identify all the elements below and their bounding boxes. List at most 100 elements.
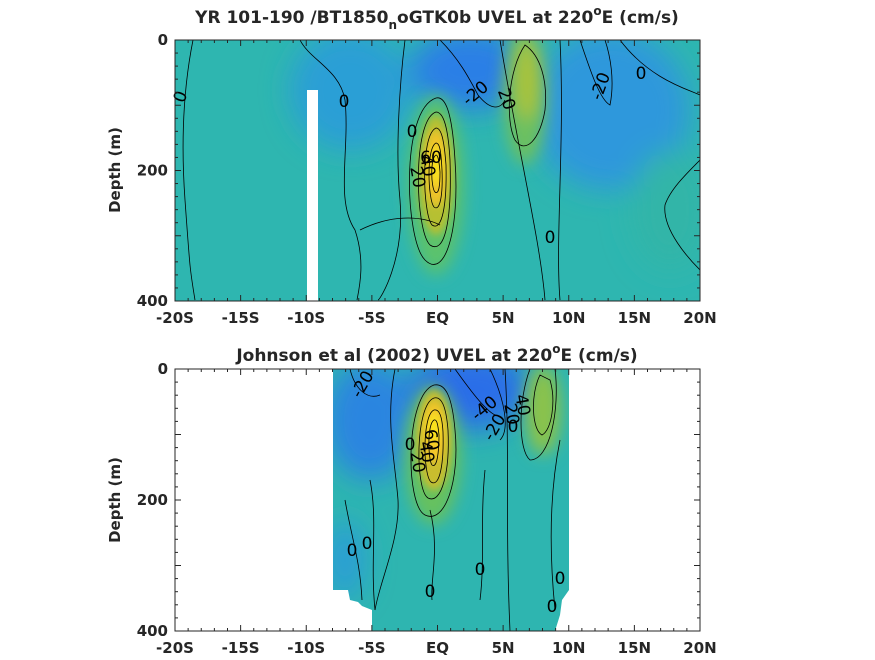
y-tick-label: 400 xyxy=(137,622,168,640)
top-clabel: 0 xyxy=(636,64,647,84)
bottom-contour-nec-20 xyxy=(520,369,557,461)
top-contour-zero-gap xyxy=(299,40,362,301)
top-contour-zero-euc xyxy=(377,40,406,301)
top-contour-deep xyxy=(359,217,441,231)
x-tick-label: 20N xyxy=(683,639,716,656)
x-tick-label: -10S xyxy=(287,309,325,327)
bottom-contour-m20b xyxy=(489,369,506,441)
top-mask-gap xyxy=(307,90,318,301)
y-tick-label: 200 xyxy=(137,162,168,180)
top-contour-zero-west xyxy=(182,40,196,301)
x-tick-label: -5S xyxy=(358,639,385,656)
top-contour-euc-3 xyxy=(424,127,447,227)
x-tick-label: 20N xyxy=(683,309,716,327)
top-contour-euc-1 xyxy=(409,97,457,265)
top-contour-euc-2 xyxy=(417,111,451,248)
bottom-contour-euc-2 xyxy=(418,397,449,500)
bottom-contour-zero-2 xyxy=(344,499,363,601)
top-contour-zero-far xyxy=(619,40,700,96)
top-field-west-blue xyxy=(290,40,410,150)
bottom-contours xyxy=(344,369,561,631)
y-tick-label: 0 xyxy=(158,31,168,49)
top-clabel: 0 xyxy=(545,228,556,248)
x-tick-label: 5N xyxy=(492,309,515,327)
top-contours xyxy=(182,40,700,301)
bottom-contour-zero-deep xyxy=(429,509,435,601)
x-tick-label: EQ xyxy=(426,309,449,327)
bottom-contour-zero-3 xyxy=(369,479,376,611)
bottom-contour-nec-40 xyxy=(533,374,554,436)
top-contour-zero-east xyxy=(499,40,546,301)
top-field-nec-inner xyxy=(515,40,539,120)
x-tick-label: -5S xyxy=(358,309,385,327)
x-tick-label: EQ xyxy=(426,639,449,656)
bottom-field-euc-peak xyxy=(428,413,440,443)
top-x-ticks: -20S -15S -10S -5S EQ 5N 10N 15N 20N xyxy=(156,40,717,327)
bottom-clabel: 40 xyxy=(414,440,437,465)
bottom-contour-euc-1 xyxy=(410,384,457,517)
top-clabel: 20 xyxy=(405,165,428,190)
x-tick-label: -20S xyxy=(156,639,194,656)
x-tick-label: 15N xyxy=(618,639,651,656)
top-y-label: Depth (m) xyxy=(106,127,124,213)
bottom-contour-euc-3 xyxy=(424,409,444,484)
top-contour-euc-4 xyxy=(428,142,443,209)
bottom-clabel: 0 xyxy=(347,541,358,561)
y-tick-label: 400 xyxy=(137,292,168,310)
top-field xyxy=(175,40,700,301)
top-clabel: 0 xyxy=(407,122,418,142)
bottom-title: Johnson et al (2002) UVEL at 220oE (cm/s… xyxy=(235,342,637,366)
bottom-contour-zero-east2 xyxy=(550,439,561,611)
top-clabel: 60 xyxy=(420,148,442,168)
bottom-contour-zero-1 xyxy=(374,369,399,611)
bottom-clabel: 0 xyxy=(405,435,416,455)
bottom-clabel: 40 xyxy=(510,393,533,418)
bottom-contour-euc-4 xyxy=(428,419,440,466)
top-clabel: 0 xyxy=(339,92,350,112)
bottom-contour-m20 xyxy=(349,369,381,397)
bottom-contour-zero-south xyxy=(479,469,486,601)
top-contour-zero-se xyxy=(664,159,700,271)
bottom-clabel: 0 xyxy=(362,534,373,554)
bottom-contour-m40 xyxy=(454,369,496,416)
bottom-y-label: Depth (m) xyxy=(106,457,124,543)
bottom-clabel: 20 xyxy=(499,402,522,427)
top-contour-m20-b xyxy=(579,40,613,106)
bottom-field-deep-blue xyxy=(333,520,365,600)
top-contour-euc-5 xyxy=(431,154,441,193)
bottom-clabel: 0 xyxy=(508,417,519,437)
top-contour-zero-mid xyxy=(558,40,562,301)
x-tick-label: -10S xyxy=(287,639,325,656)
bottom-field-west-blue xyxy=(333,369,415,480)
top-title: YR 101-190 /BT1850noGTK0b UVEL at 220oE … xyxy=(194,4,679,32)
top-field-westward-surface xyxy=(410,40,530,110)
x-tick-label: 10N xyxy=(552,639,585,656)
bottom-clabel: 0 xyxy=(555,569,566,589)
y-tick-label: 200 xyxy=(137,491,168,509)
top-field-westward-north xyxy=(530,40,690,190)
top-contour-m20-a xyxy=(439,40,506,108)
bottom-panel: Johnson et al (2002) UVEL at 220oE (cm/s… xyxy=(106,342,717,657)
bottom-contour-zero-east xyxy=(504,369,511,631)
bottom-clabel: 0 xyxy=(475,560,486,580)
x-tick-label: -15S xyxy=(222,309,260,327)
bottom-field xyxy=(333,369,569,631)
bottom-x-ticks: -20S -15S -10S -5S EQ 5N 10N 15N 20N xyxy=(156,369,717,657)
top-clabel: 40 xyxy=(415,154,438,179)
bottom-clabel: 0 xyxy=(425,582,436,602)
bottom-clabel: 20 xyxy=(405,450,428,475)
bottom-clabel: 60 xyxy=(419,428,442,453)
x-tick-label: 5N xyxy=(492,639,515,656)
top-contour-nec-20 xyxy=(508,44,546,147)
bottom-mask-missing xyxy=(333,590,569,631)
top-panel: YR 101-190 /BT1850noGTK0b UVEL at 220oE … xyxy=(106,4,717,327)
x-tick-label: 10N xyxy=(552,309,585,327)
y-tick-label: 0 xyxy=(158,360,168,378)
x-tick-label: -20S xyxy=(156,309,194,327)
x-tick-label: -15S xyxy=(222,639,260,656)
x-tick-label: 15N xyxy=(618,309,651,327)
bottom-clabel: 0 xyxy=(547,597,558,617)
